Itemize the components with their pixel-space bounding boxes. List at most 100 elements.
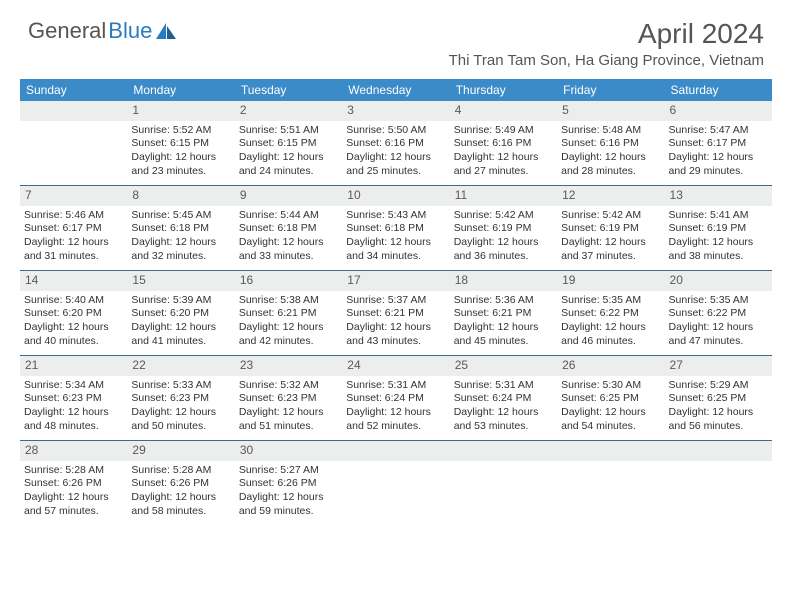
daylight-text: Daylight: 12 hours and 31 minutes. — [24, 236, 123, 263]
sunrise-text: Sunrise: 5:35 AM — [561, 294, 660, 308]
daylight-text: Daylight: 12 hours and 27 minutes. — [454, 151, 553, 178]
daylight-text: Daylight: 12 hours and 34 minutes. — [346, 236, 445, 263]
sunset-text: Sunset: 6:20 PM — [24, 307, 123, 321]
sunset-text: Sunset: 6:16 PM — [561, 137, 660, 151]
daylight-text: Daylight: 12 hours and 32 minutes. — [131, 236, 230, 263]
day-cell: 27Sunrise: 5:29 AMSunset: 6:25 PMDayligh… — [665, 356, 772, 440]
day-number: 30 — [235, 441, 342, 461]
daylight-text: Daylight: 12 hours and 50 minutes. — [131, 406, 230, 433]
header: General Blue April 2024 Thi Tran Tam Son… — [0, 0, 792, 73]
sunset-text: Sunset: 6:18 PM — [131, 222, 230, 236]
day-number: 20 — [665, 271, 772, 291]
day-cell: 12Sunrise: 5:42 AMSunset: 6:19 PMDayligh… — [557, 186, 664, 270]
sunrise-text: Sunrise: 5:41 AM — [669, 209, 768, 223]
daylight-text: Daylight: 12 hours and 59 minutes. — [239, 491, 338, 518]
sunset-text: Sunset: 6:22 PM — [669, 307, 768, 321]
sunrise-text: Sunrise: 5:45 AM — [131, 209, 230, 223]
sunrise-text: Sunrise: 5:52 AM — [131, 124, 230, 138]
daylight-text: Daylight: 12 hours and 52 minutes. — [346, 406, 445, 433]
day-number: 12 — [557, 186, 664, 206]
daylight-text: Daylight: 12 hours and 24 minutes. — [239, 151, 338, 178]
day-number: 24 — [342, 356, 449, 376]
sunset-text: Sunset: 6:17 PM — [24, 222, 123, 236]
sunrise-text: Sunrise: 5:48 AM — [561, 124, 660, 138]
day-cell: 7Sunrise: 5:46 AMSunset: 6:17 PMDaylight… — [20, 186, 127, 270]
day-number: 10 — [342, 186, 449, 206]
daylight-text: Daylight: 12 hours and 43 minutes. — [346, 321, 445, 348]
sunrise-text: Sunrise: 5:43 AM — [346, 209, 445, 223]
daylight-text: Daylight: 12 hours and 29 minutes. — [669, 151, 768, 178]
weekday-header: Tuesday — [235, 79, 342, 101]
day-number — [342, 441, 449, 461]
daylight-text: Daylight: 12 hours and 48 minutes. — [24, 406, 123, 433]
sunrise-text: Sunrise: 5:37 AM — [346, 294, 445, 308]
daylight-text: Daylight: 12 hours and 53 minutes. — [454, 406, 553, 433]
sunrise-text: Sunrise: 5:38 AM — [239, 294, 338, 308]
sunrise-text: Sunrise: 5:27 AM — [239, 464, 338, 478]
sunrise-text: Sunrise: 5:35 AM — [669, 294, 768, 308]
day-cell — [342, 441, 449, 525]
day-number: 9 — [235, 186, 342, 206]
logo-text-blue: Blue — [108, 18, 152, 44]
sunset-text: Sunset: 6:24 PM — [346, 392, 445, 406]
sunset-text: Sunset: 6:20 PM — [131, 307, 230, 321]
sunrise-text: Sunrise: 5:36 AM — [454, 294, 553, 308]
day-number: 19 — [557, 271, 664, 291]
daylight-text: Daylight: 12 hours and 45 minutes. — [454, 321, 553, 348]
day-number: 17 — [342, 271, 449, 291]
day-cell: 11Sunrise: 5:42 AMSunset: 6:19 PMDayligh… — [450, 186, 557, 270]
sunrise-text: Sunrise: 5:31 AM — [346, 379, 445, 393]
day-number: 18 — [450, 271, 557, 291]
daylight-text: Daylight: 12 hours and 42 minutes. — [239, 321, 338, 348]
logo: General Blue — [28, 18, 176, 44]
day-number: 1 — [127, 101, 234, 121]
week-row: 21Sunrise: 5:34 AMSunset: 6:23 PMDayligh… — [20, 356, 772, 441]
day-cell: 16Sunrise: 5:38 AMSunset: 6:21 PMDayligh… — [235, 271, 342, 355]
sunrise-text: Sunrise: 5:39 AM — [131, 294, 230, 308]
day-cell — [665, 441, 772, 525]
sunrise-text: Sunrise: 5:31 AM — [454, 379, 553, 393]
sunset-text: Sunset: 6:16 PM — [346, 137, 445, 151]
day-cell: 13Sunrise: 5:41 AMSunset: 6:19 PMDayligh… — [665, 186, 772, 270]
sunrise-text: Sunrise: 5:42 AM — [454, 209, 553, 223]
sunset-text: Sunset: 6:18 PM — [346, 222, 445, 236]
sunrise-text: Sunrise: 5:42 AM — [561, 209, 660, 223]
day-number: 29 — [127, 441, 234, 461]
day-cell — [450, 441, 557, 525]
sunset-text: Sunset: 6:23 PM — [131, 392, 230, 406]
title-block: April 2024 Thi Tran Tam Son, Ha Giang Pr… — [449, 18, 764, 69]
sunrise-text: Sunrise: 5:49 AM — [454, 124, 553, 138]
day-cell: 28Sunrise: 5:28 AMSunset: 6:26 PMDayligh… — [20, 441, 127, 525]
day-cell — [20, 101, 127, 185]
day-cell: 10 Sunrise: 5:43 AMSunset: 6:18 PMDayligh… — [342, 186, 449, 270]
daylight-text: Daylight: 12 hours and 40 minutes. — [24, 321, 123, 348]
sunset-text: Sunset: 6:19 PM — [669, 222, 768, 236]
sunset-text: Sunset: 6:15 PM — [239, 137, 338, 151]
sunset-text: Sunset: 6:23 PM — [239, 392, 338, 406]
sunset-text: Sunset: 6:19 PM — [561, 222, 660, 236]
weekday-header: Friday — [557, 79, 664, 101]
day-cell: 22Sunrise: 5:33 AMSunset: 6:23 PMDayligh… — [127, 356, 234, 440]
day-number: 22 — [127, 356, 234, 376]
day-cell: 4Sunrise: 5:49 AMSunset: 6:16 PMDaylight… — [450, 101, 557, 185]
sunrise-text: Sunrise: 5:47 AM — [669, 124, 768, 138]
day-cell: 24 Sunrise: 5:31 AMSunset: 6:24 PMDayligh… — [342, 356, 449, 440]
sunrise-text: Sunrise: 5:46 AM — [24, 209, 123, 223]
sail-icon — [156, 23, 176, 39]
day-cell: 8Sunrise: 5:45 AMSunset: 6:18 PMDaylight… — [127, 186, 234, 270]
day-number: 5 — [557, 101, 664, 121]
sunrise-text: Sunrise: 5:28 AM — [24, 464, 123, 478]
daylight-text: Daylight: 12 hours and 57 minutes. — [24, 491, 123, 518]
daylight-text: Daylight: 12 hours and 56 minutes. — [669, 406, 768, 433]
day-cell: 25Sunrise: 5:31 AMSunset: 6:24 PMDayligh… — [450, 356, 557, 440]
sunrise-text: Sunrise: 5:51 AM — [239, 124, 338, 138]
daylight-text: Daylight: 12 hours and 47 minutes. — [669, 321, 768, 348]
daylight-text: Daylight: 12 hours and 28 minutes. — [561, 151, 660, 178]
sunset-text: Sunset: 6:17 PM — [669, 137, 768, 151]
day-cell: 3Sunrise: 5:50 AMSunset: 6:16 PMDaylight… — [342, 101, 449, 185]
day-cell: 21Sunrise: 5:34 AMSunset: 6:23 PMDayligh… — [20, 356, 127, 440]
sunset-text: Sunset: 6:25 PM — [669, 392, 768, 406]
day-number: 16 — [235, 271, 342, 291]
day-cell: 9Sunrise: 5:44 AMSunset: 6:18 PMDaylight… — [235, 186, 342, 270]
sunset-text: Sunset: 6:19 PM — [454, 222, 553, 236]
